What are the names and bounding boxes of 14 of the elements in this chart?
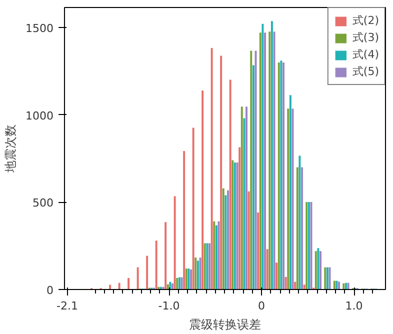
y-axis-title: 地震次数 xyxy=(4,124,18,174)
x-tick-label: 0 xyxy=(258,300,266,312)
legend-label: 式(3) xyxy=(352,30,379,45)
y-tick-label: 1000 xyxy=(26,109,54,122)
y-tick-label: 500 xyxy=(32,196,54,210)
legend-label: 式(5) xyxy=(352,64,379,79)
x-tick-label: 1.0 xyxy=(345,300,363,312)
legend-label: 式(4) xyxy=(352,47,379,62)
legend-label: 式(2) xyxy=(352,13,379,28)
y-tick-label: 1500 xyxy=(26,22,54,36)
x-axis-title: 震级转换误差 xyxy=(189,318,261,332)
x-tick-label: -2.1 xyxy=(56,300,78,312)
y-tick-label: 0 xyxy=(46,284,54,297)
x-tick-label: -1.0 xyxy=(158,300,180,312)
